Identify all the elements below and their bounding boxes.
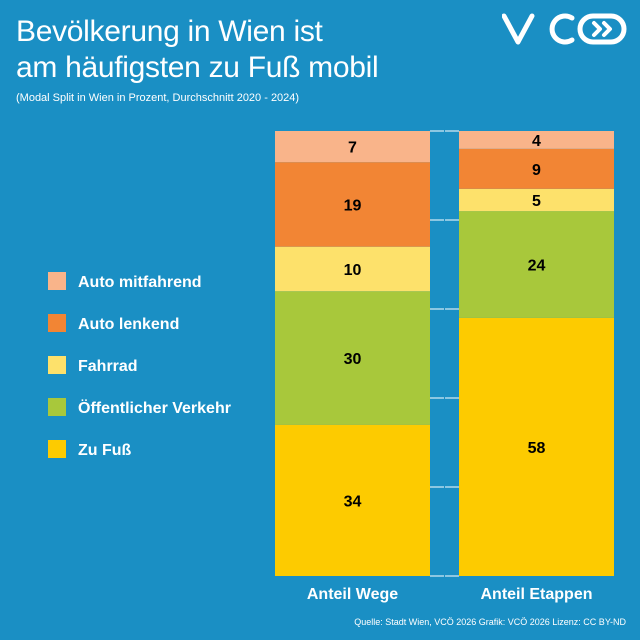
data-label: 34: [344, 493, 362, 510]
chart-title-line-2: am häufigsten zu Fuß mobil: [16, 51, 379, 84]
data-label: 19: [344, 197, 362, 214]
bar-segment: [459, 148, 614, 189]
legend-label: Auto mitfahrend: [78, 274, 202, 291]
data-label: 24: [528, 258, 546, 275]
legend-label: Auto lenkend: [78, 316, 179, 333]
legend-label: Fahrrad: [78, 358, 138, 375]
legend-label: Öffentlicher Verkehr: [78, 398, 231, 417]
legend-swatch: [48, 356, 66, 374]
bar-segment: [459, 188, 614, 212]
bar-segment: [275, 424, 430, 576]
bar-segment: [459, 131, 614, 149]
data-label: 9: [532, 162, 541, 179]
bar-segment: [275, 246, 430, 292]
bar-segment: [459, 211, 614, 318]
bar-segment: [459, 317, 614, 576]
data-label: 58: [528, 440, 546, 457]
legend-swatch: [48, 398, 66, 416]
chart-subtitle: (Modal Split in Wien in Prozent, Durchsc…: [16, 92, 300, 104]
category-label: Anteil Etappen: [480, 586, 592, 603]
legend-label: Zu Fuß: [78, 442, 132, 459]
data-label: 5: [532, 193, 541, 210]
vco-logo: [502, 12, 628, 46]
data-label: 7: [348, 140, 357, 157]
data-label: 10: [344, 262, 362, 279]
bar-segment: [275, 291, 430, 425]
data-label: 4: [532, 133, 541, 150]
bar-segment: [275, 162, 430, 247]
bar-segment: [275, 131, 430, 163]
legend-swatch: [48, 272, 66, 290]
chart-title: Bevölkerung in Wien ist am häufigsten zu…: [16, 14, 379, 86]
source-note: Quelle: Stadt Wien, VCÖ 2026 Grafik: VCÖ…: [354, 617, 626, 627]
legend-swatch: [48, 314, 66, 332]
chart-title-line-1: Bevölkerung in Wien ist: [16, 15, 323, 48]
data-label: 30: [344, 351, 362, 368]
legend-swatch: [48, 440, 66, 458]
vco-logo-icon: [502, 13, 627, 45]
category-label: Anteil Wege: [307, 586, 398, 603]
